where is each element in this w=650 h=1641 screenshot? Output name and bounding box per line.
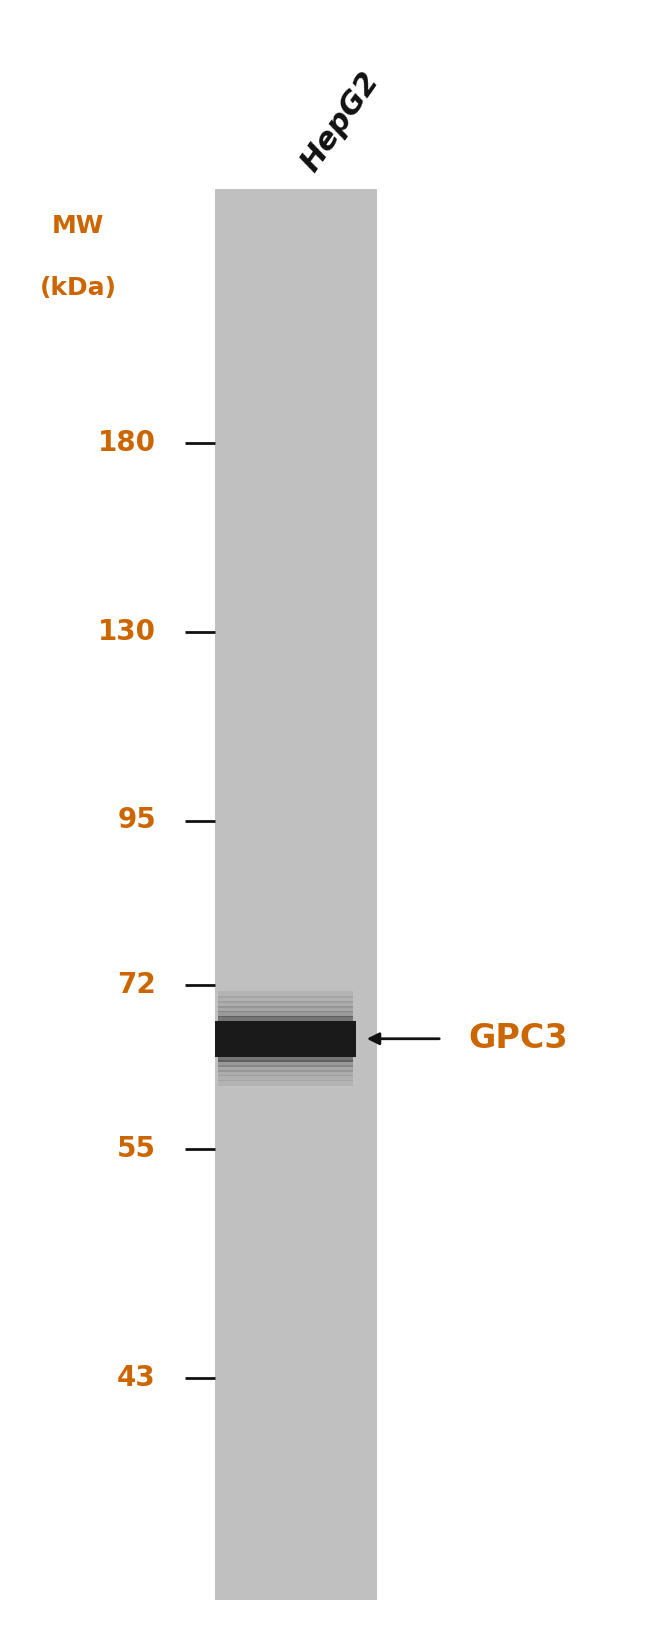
Text: 55: 55 [117,1134,156,1163]
Text: GPC3: GPC3 [468,1022,567,1055]
Bar [218,1075,353,1081]
Bar [218,1065,353,1072]
Bar [214,189,377,1600]
Text: 180: 180 [98,428,156,458]
Bar [214,1021,356,1057]
Bar [218,1011,353,1017]
Text: 95: 95 [117,806,156,835]
Text: 72: 72 [117,970,156,999]
Bar [218,1080,353,1086]
Bar [218,996,353,1003]
Bar [218,1006,353,1012]
Text: 43: 43 [117,1364,156,1393]
Bar [218,1016,353,1022]
Bar [218,1060,353,1067]
Bar [218,1070,353,1076]
Text: 130: 130 [98,617,156,647]
Bar [218,1055,353,1062]
Text: MW: MW [52,213,104,238]
Bar [218,991,353,998]
Bar [218,1001,353,1008]
Text: HepG2: HepG2 [296,67,385,177]
Text: (kDa): (kDa) [40,276,116,300]
